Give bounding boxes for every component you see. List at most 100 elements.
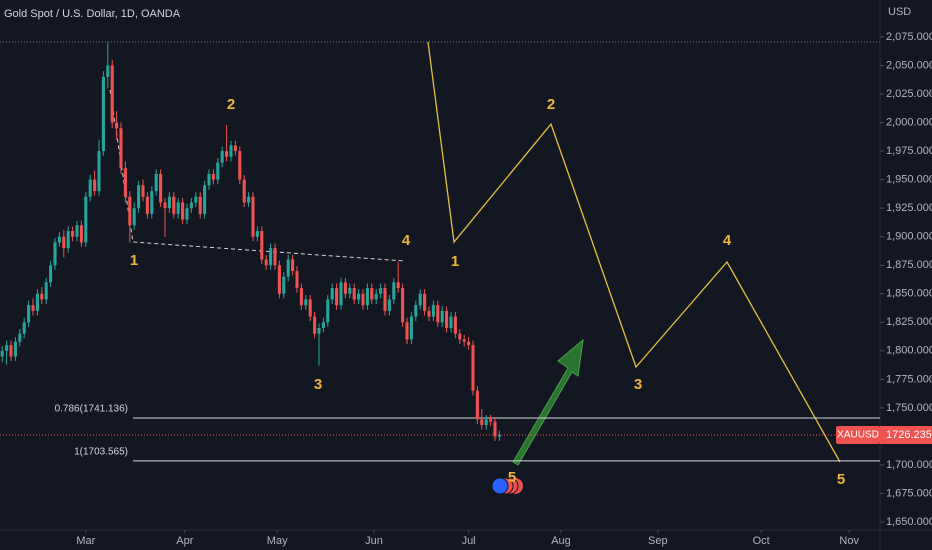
- candle-body: [489, 419, 493, 422]
- candle-body: [392, 282, 396, 300]
- candle-body: [247, 196, 251, 203]
- candle-body: [101, 76, 105, 152]
- candle-body: [427, 310, 431, 317]
- currency-label: USD: [888, 6, 911, 18]
- y-tick-label: 1,675.000: [886, 487, 932, 499]
- y-tick-label: 1,925.000: [886, 202, 932, 214]
- wave-label: 3: [314, 376, 322, 393]
- candle-body: [242, 179, 246, 203]
- candle-body: [185, 208, 189, 220]
- candle-body: [225, 151, 229, 157]
- candle-body: [497, 435, 501, 437]
- candle-body: [326, 299, 330, 323]
- candle-body: [453, 316, 457, 334]
- icon: [491, 477, 509, 495]
- candle-body: [150, 191, 154, 214]
- y-tick-label: 2,025.000: [886, 88, 932, 100]
- candle-body: [361, 293, 365, 306]
- candle-body: [115, 122, 119, 129]
- candle-body: [401, 288, 405, 323]
- candle-body: [233, 145, 237, 152]
- candle-body: [40, 293, 44, 300]
- event-icon: [491, 477, 523, 495]
- wave-label: 3: [634, 376, 642, 393]
- candle-body: [467, 341, 471, 346]
- candle-body: [57, 236, 61, 243]
- candle-body: [458, 333, 462, 340]
- x-tick-label: Sep: [648, 535, 668, 547]
- candle-body: [137, 185, 141, 209]
- symbol-tag: [836, 426, 880, 445]
- wave-label: 4: [402, 232, 411, 249]
- candle-body: [9, 345, 13, 357]
- candle-body: [405, 322, 409, 340]
- wave-label: 1: [451, 253, 459, 270]
- price-tag-label: 1726.235: [886, 429, 932, 441]
- candle-body: [163, 202, 167, 209]
- wave-label: 1: [130, 252, 138, 269]
- candle-body: [264, 259, 268, 266]
- candle-body: [295, 270, 299, 289]
- wave-dashed-line: [109, 89, 406, 262]
- candle-body: [493, 421, 497, 437]
- candle-body: [462, 339, 466, 342]
- candle-body: [269, 248, 273, 266]
- fib-label: 1(1703.565): [74, 447, 128, 458]
- candle-body: [110, 65, 114, 123]
- candle-body: [387, 299, 391, 311]
- candle-body: [423, 293, 427, 311]
- candle-body: [154, 173, 158, 192]
- y-tick-label: 1,650.000: [886, 516, 932, 528]
- candle-body: [440, 310, 444, 323]
- candle-body: [343, 282, 347, 294]
- fib-label: 0.786(1741.136): [55, 404, 128, 415]
- candle-body: [0, 350, 4, 357]
- candle-body: [220, 151, 224, 163]
- x-tick-label: Nov: [839, 535, 859, 547]
- x-tick-label: Jun: [365, 535, 383, 547]
- candle-body: [119, 128, 123, 169]
- candle-body: [317, 327, 321, 334]
- candle-body: [348, 288, 352, 294]
- candle-body: [172, 196, 176, 214]
- candle-body: [189, 202, 193, 209]
- candle-body: [414, 305, 418, 317]
- drawings: 1 2 3 4 5 1 2 3 4 5: [0, 41, 880, 495]
- candle-body: [277, 265, 281, 294]
- x-tick-label: May: [267, 535, 288, 547]
- wave-label: 4: [723, 232, 732, 249]
- candle-body: [106, 65, 110, 77]
- candle-body: [475, 390, 479, 420]
- candle-body: [374, 293, 378, 300]
- candle-body: [238, 151, 242, 180]
- wave-label: 5: [837, 471, 845, 488]
- candle-body: [176, 202, 180, 214]
- candle-body: [286, 259, 290, 277]
- candle-body: [471, 345, 475, 391]
- candle-body: [62, 236, 66, 249]
- candle-body: [229, 145, 233, 157]
- candle-body: [31, 305, 35, 311]
- x-tick-label: Mar: [76, 535, 95, 547]
- symbol-label: XAUUSD: [837, 430, 879, 441]
- y-tick-label: 1,800.000: [886, 345, 932, 357]
- candle-body: [313, 316, 317, 334]
- candle-body: [445, 310, 449, 328]
- candle-body: [370, 288, 374, 300]
- candle-body: [216, 162, 220, 180]
- candle-body: [383, 288, 387, 311]
- x-tick-label: Jul: [462, 535, 476, 547]
- candle-body: [84, 196, 88, 243]
- candle-body: [365, 288, 369, 306]
- candle-body: [203, 185, 207, 214]
- y-tick-label: 2,075.000: [886, 31, 932, 43]
- y-tick-label: 2,050.000: [886, 59, 932, 71]
- candle-body: [484, 419, 488, 426]
- candle-body: [304, 299, 308, 306]
- candle-body: [93, 179, 97, 192]
- y-tick-label: 1,950.000: [886, 174, 932, 186]
- candle-body: [75, 225, 79, 237]
